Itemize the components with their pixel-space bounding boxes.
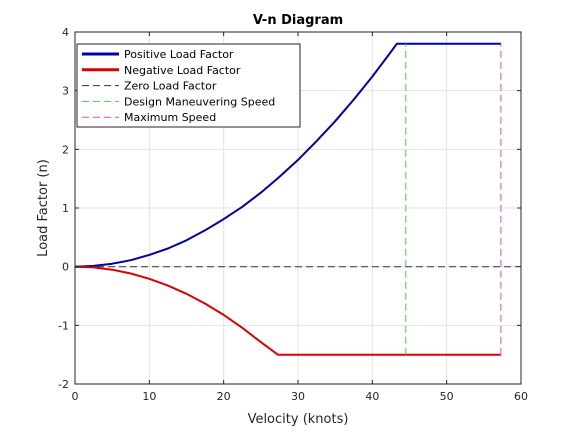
x-tick-label: 30 (291, 390, 305, 403)
y-tick-label: -2 (58, 378, 69, 391)
legend-label-design-maneuvering-speed: Design Maneuvering Speed (124, 95, 275, 108)
legend-box (76, 43, 301, 128)
legend-label-negative-load-factor: Negative Load Factor (124, 64, 241, 77)
y-axis-label: Load Factor (n) (36, 159, 51, 257)
x-tick-label: 40 (365, 390, 379, 403)
axis-ticks: 0 10 20 30 40 50 60 -2 -1 0 1 2 3 4 (58, 26, 528, 403)
series-negative-load-factor (74, 265, 501, 356)
x-tick-label: 20 (217, 390, 231, 403)
series-lines (74, 42, 518, 356)
legend-label-maximum-speed: Maximum Speed (124, 111, 216, 124)
x-tick-label: 0 (72, 390, 79, 403)
chart-title: V-n Diagram (253, 13, 343, 28)
x-tick-label: 10 (142, 390, 156, 403)
legend-label-positive-load-factor: Positive Load Factor (124, 48, 234, 61)
legend-label-zero-load-factor: Zero Load Factor (124, 80, 217, 93)
y-tick-label: 3 (62, 85, 69, 98)
y-tick-label: 4 (62, 26, 69, 39)
x-tick-label: 60 (514, 390, 528, 403)
y-tick-label: 0 (62, 261, 69, 274)
y-tick-label: 1 (62, 202, 69, 215)
x-axis-label: Velocity (knots) (248, 412, 349, 427)
y-tick-label: -1 (58, 319, 69, 332)
y-tick-label: 2 (62, 143, 69, 156)
x-tick-label: 50 (440, 390, 454, 403)
legend: Positive Load Factor Negative Load Factor… (76, 43, 301, 128)
series-positive-load-factor (74, 42, 501, 268)
